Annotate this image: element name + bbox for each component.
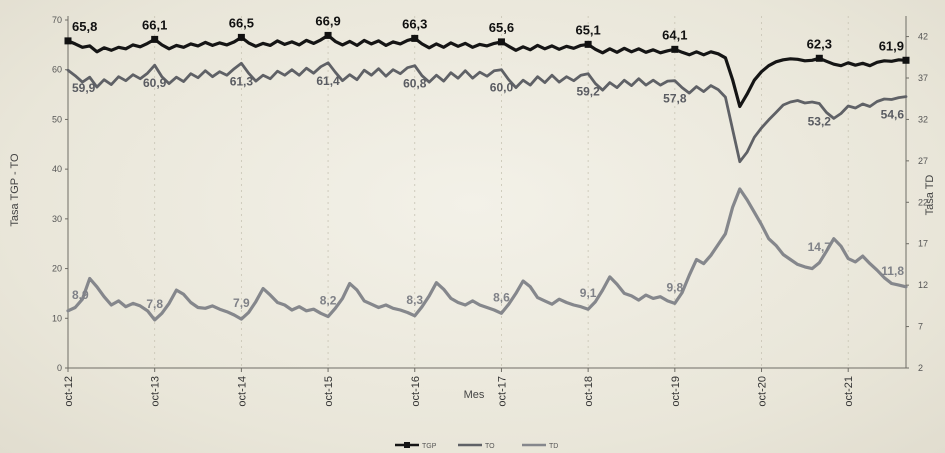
y-axis-right-title: Tasa TD bbox=[924, 175, 936, 216]
data-point-tgp bbox=[815, 54, 823, 62]
data-label-td: 14,7 bbox=[808, 240, 832, 254]
data-label-td: 8,9 bbox=[72, 288, 89, 302]
data-label-tgp: 66,1 bbox=[142, 17, 167, 32]
data-label-tgp: 62,3 bbox=[807, 36, 832, 51]
y-left-tick-label: 50 bbox=[52, 114, 62, 124]
data-label-td: 7,8 bbox=[146, 297, 163, 311]
x-tick-label: oct-14 bbox=[236, 376, 248, 407]
x-tick-label: oct-18 bbox=[583, 376, 595, 407]
y-right-tick-label: 12 bbox=[918, 280, 928, 290]
grid-layer bbox=[154, 16, 849, 368]
labels-layer: 65,8 66,1 66,5 66,9 66,3 65,6 65,1 64,1 62,3 61,9… bbox=[72, 13, 904, 311]
y-left-tick-label: 60 bbox=[52, 65, 62, 75]
data-label-tgp: 66,9 bbox=[315, 13, 340, 28]
x-tick-label: oct-19 bbox=[670, 376, 682, 407]
y-left-tick-label: 30 bbox=[52, 214, 62, 224]
data-label-to: 60,9 bbox=[143, 76, 167, 90]
data-point-tgp bbox=[671, 45, 679, 53]
series-layer bbox=[64, 31, 910, 322]
data-label-to: 61,4 bbox=[316, 74, 340, 88]
x-tick-label: oct-16 bbox=[410, 376, 422, 407]
y-right-tick-label: 2 bbox=[918, 363, 923, 373]
x-tick-label: oct-20 bbox=[757, 376, 769, 407]
data-point-tgp bbox=[497, 38, 505, 46]
legend-label-to: TO bbox=[485, 443, 495, 450]
data-label-to: 61,3 bbox=[230, 74, 254, 88]
data-label-td: 7,9 bbox=[233, 296, 250, 310]
data-label-tgp: 64,1 bbox=[662, 27, 687, 42]
data-label-tgp: 65,6 bbox=[489, 20, 514, 35]
y-axis-left-title: Tasa TGP - TO bbox=[9, 153, 21, 227]
data-label-to: 59,9 bbox=[72, 81, 96, 95]
series-line-td bbox=[66, 187, 908, 322]
legend-label-tgp: TGP bbox=[422, 443, 437, 450]
y-left-tick-label: 40 bbox=[52, 164, 62, 174]
y-right-tick-label: 7 bbox=[918, 322, 923, 332]
series-line-to bbox=[66, 61, 908, 164]
data-point-tgp bbox=[324, 31, 332, 39]
data-label-to: 59,2 bbox=[576, 85, 600, 99]
data-point-tgp bbox=[584, 40, 592, 48]
data-label-td: 8,2 bbox=[320, 294, 337, 308]
data-label-to: 53,2 bbox=[808, 115, 832, 129]
y-left-tick-label: 0 bbox=[57, 363, 62, 373]
data-label-td: 8,6 bbox=[493, 290, 510, 304]
data-label-to: 57,8 bbox=[663, 92, 687, 106]
x-tick-label: oct-17 bbox=[496, 376, 508, 407]
y-right-tick-label: 27 bbox=[918, 156, 928, 166]
data-point-tgp bbox=[237, 33, 245, 41]
data-label-td: 8,3 bbox=[406, 293, 423, 307]
y-right-tick-label: 32 bbox=[918, 114, 928, 124]
y-right-tick-label: 42 bbox=[918, 32, 928, 42]
data-label-to: 60,0 bbox=[490, 81, 514, 95]
legend: TGP TO TD bbox=[395, 442, 558, 450]
data-label-to: 60,8 bbox=[403, 77, 427, 91]
x-tick-label: oct-13 bbox=[150, 376, 162, 407]
x-tick-label: oct-21 bbox=[843, 376, 855, 407]
x-tick-label: oct-12 bbox=[63, 376, 75, 407]
x-tick-label: oct-15 bbox=[323, 376, 335, 407]
y-right-tick-label: 17 bbox=[918, 239, 928, 249]
data-label-tgp: 66,3 bbox=[402, 16, 427, 31]
data-label-td: 9,8 bbox=[666, 280, 683, 294]
data-label-to: 54,6 bbox=[881, 108, 905, 122]
y-left-tick-label: 10 bbox=[52, 313, 62, 323]
series-line-tgp bbox=[66, 33, 908, 109]
y-right-tick-label: 37 bbox=[918, 73, 928, 83]
data-point-tgp bbox=[902, 56, 910, 64]
data-label-tgp: 65,8 bbox=[72, 19, 97, 34]
y-right-tick-label: 22 bbox=[918, 197, 928, 207]
data-label-td: 11,8 bbox=[881, 264, 904, 278]
y-left-tick-label: 20 bbox=[52, 264, 62, 274]
legend-marker-tgp bbox=[404, 442, 410, 448]
x-axis-title: Mes bbox=[464, 389, 485, 401]
y-left-tick-label: 70 bbox=[52, 15, 62, 25]
data-label-td: 9,1 bbox=[580, 286, 597, 300]
axes-layer: oct-12 oct-13 oct-14 oct-15 oct-16 oct-17 oct-… bbox=[52, 15, 928, 407]
legend-label-td: TD bbox=[549, 443, 558, 450]
data-point-tgp bbox=[64, 37, 72, 45]
data-point-tgp bbox=[151, 35, 159, 43]
data-label-tgp: 65,1 bbox=[575, 22, 600, 37]
data-label-tgp: 61,9 bbox=[879, 38, 904, 53]
data-label-tgp: 66,5 bbox=[229, 15, 254, 30]
data-point-tgp bbox=[411, 34, 419, 42]
